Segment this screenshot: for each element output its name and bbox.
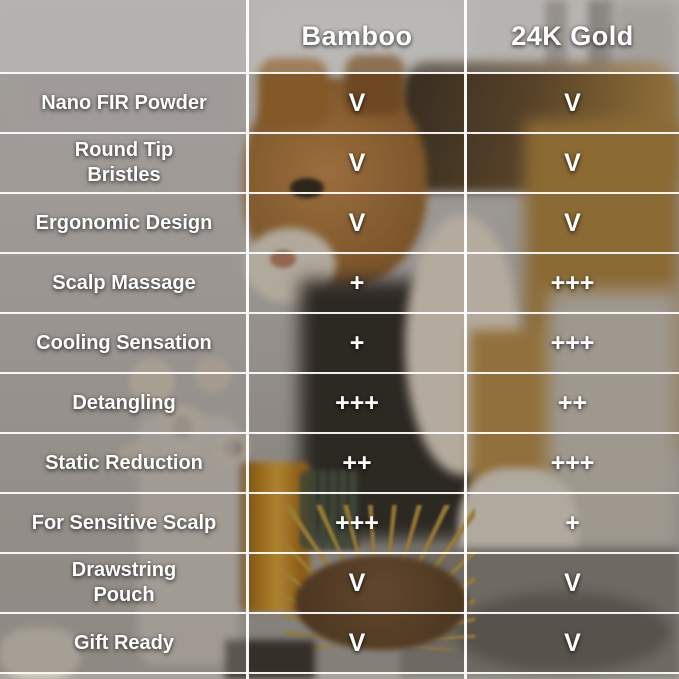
value-cell-bamboo: +++ — [335, 388, 379, 417]
feature-label: Round Tip Bristles — [74, 139, 174, 186]
wooden-brush-base — [295, 555, 467, 650]
value-cell-bamboo: + — [349, 328, 365, 357]
value-cell-bamboo: V — [348, 208, 366, 237]
vertical-grid-line — [246, 0, 249, 679]
horizontal-grid-line — [0, 552, 679, 554]
value-cell-gold: ++ — [557, 388, 588, 417]
label-column-overlay — [0, 0, 248, 673]
value-cell-bamboo: V — [348, 628, 366, 657]
column-header-bamboo: Bamboo — [301, 21, 413, 51]
corner-cell — [0, 0, 248, 73]
brush-shadow — [455, 592, 670, 672]
horizontal-grid-line — [0, 132, 679, 134]
bamboo-column-overlay — [248, 0, 466, 673]
value-cell-bamboo: +++ — [335, 508, 379, 537]
cat-ear — [345, 55, 405, 115]
value-cell-gold: V — [564, 88, 581, 117]
feature-label: Drawstring Pouch — [71, 559, 177, 606]
value-cell-bamboo: ++ — [342, 448, 372, 477]
feature-label: Static Reduction — [45, 451, 203, 474]
value-cell-bamboo: + — [349, 268, 365, 297]
horizontal-grid-line — [0, 492, 679, 494]
header-row-overlay — [0, 0, 679, 73]
gold-column-overlay — [466, 0, 679, 673]
horizontal-grid-line — [0, 432, 679, 434]
feature-label: Cooling Sensation — [36, 331, 212, 354]
value-cell-gold: +++ — [550, 328, 595, 357]
horizontal-grid-line — [0, 312, 679, 314]
horizontal-grid-line — [0, 72, 679, 74]
value-cell-gold: +++ — [550, 268, 595, 297]
vertical-grid-line — [464, 0, 467, 679]
horizontal-grid-line — [0, 192, 679, 194]
feature-label: Ergonomic Design — [35, 211, 213, 234]
cat-ear — [258, 58, 328, 128]
value-cell-gold: V — [564, 568, 581, 597]
value-cell-gold: V — [564, 148, 581, 177]
feature-label: Scalp Massage — [52, 271, 196, 294]
column-header-24k-gold: 24K Gold — [511, 21, 634, 51]
horizontal-grid-line — [0, 372, 679, 374]
value-cell-bamboo: V — [348, 568, 366, 597]
value-cell-bamboo: V — [348, 148, 366, 177]
horizontal-grid-line — [0, 672, 679, 674]
value-cell-gold: V — [564, 628, 581, 657]
value-cell-gold: +++ — [550, 448, 595, 477]
horizontal-grid-line — [0, 612, 679, 614]
feature-label: For Sensitive Scalp — [31, 511, 217, 534]
horizontal-grid-line — [0, 252, 679, 254]
feature-label: Detangling — [72, 391, 176, 414]
feature-label: Nano FIR Powder — [41, 91, 207, 114]
value-cell-gold: V — [564, 208, 581, 237]
feature-label: Gift Ready — [73, 631, 175, 654]
value-cell-gold: + — [565, 508, 580, 537]
cat-nose — [270, 250, 296, 268]
value-cell-bamboo: V — [348, 88, 366, 117]
